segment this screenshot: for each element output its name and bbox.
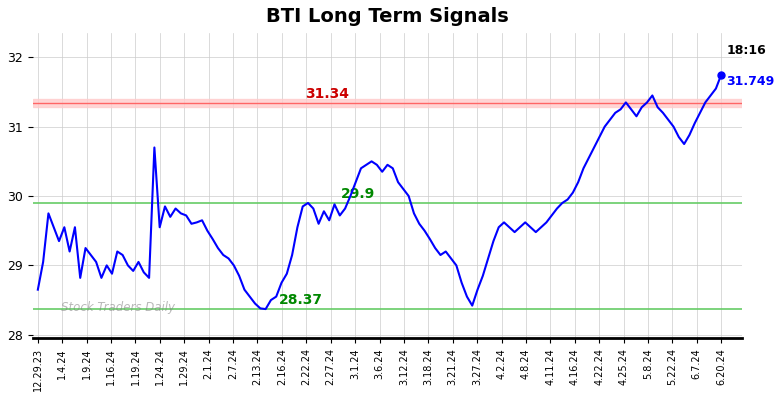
Text: 31.34: 31.34 [305, 87, 349, 101]
Text: Stock Traders Daily: Stock Traders Daily [61, 301, 175, 314]
Text: 18:16: 18:16 [727, 45, 766, 57]
Text: 31.749: 31.749 [727, 75, 775, 88]
Title: BTI Long Term Signals: BTI Long Term Signals [266, 7, 509, 26]
Text: 28.37: 28.37 [279, 293, 323, 307]
Text: 29.9: 29.9 [341, 187, 375, 201]
Bar [33, 99, 742, 107]
